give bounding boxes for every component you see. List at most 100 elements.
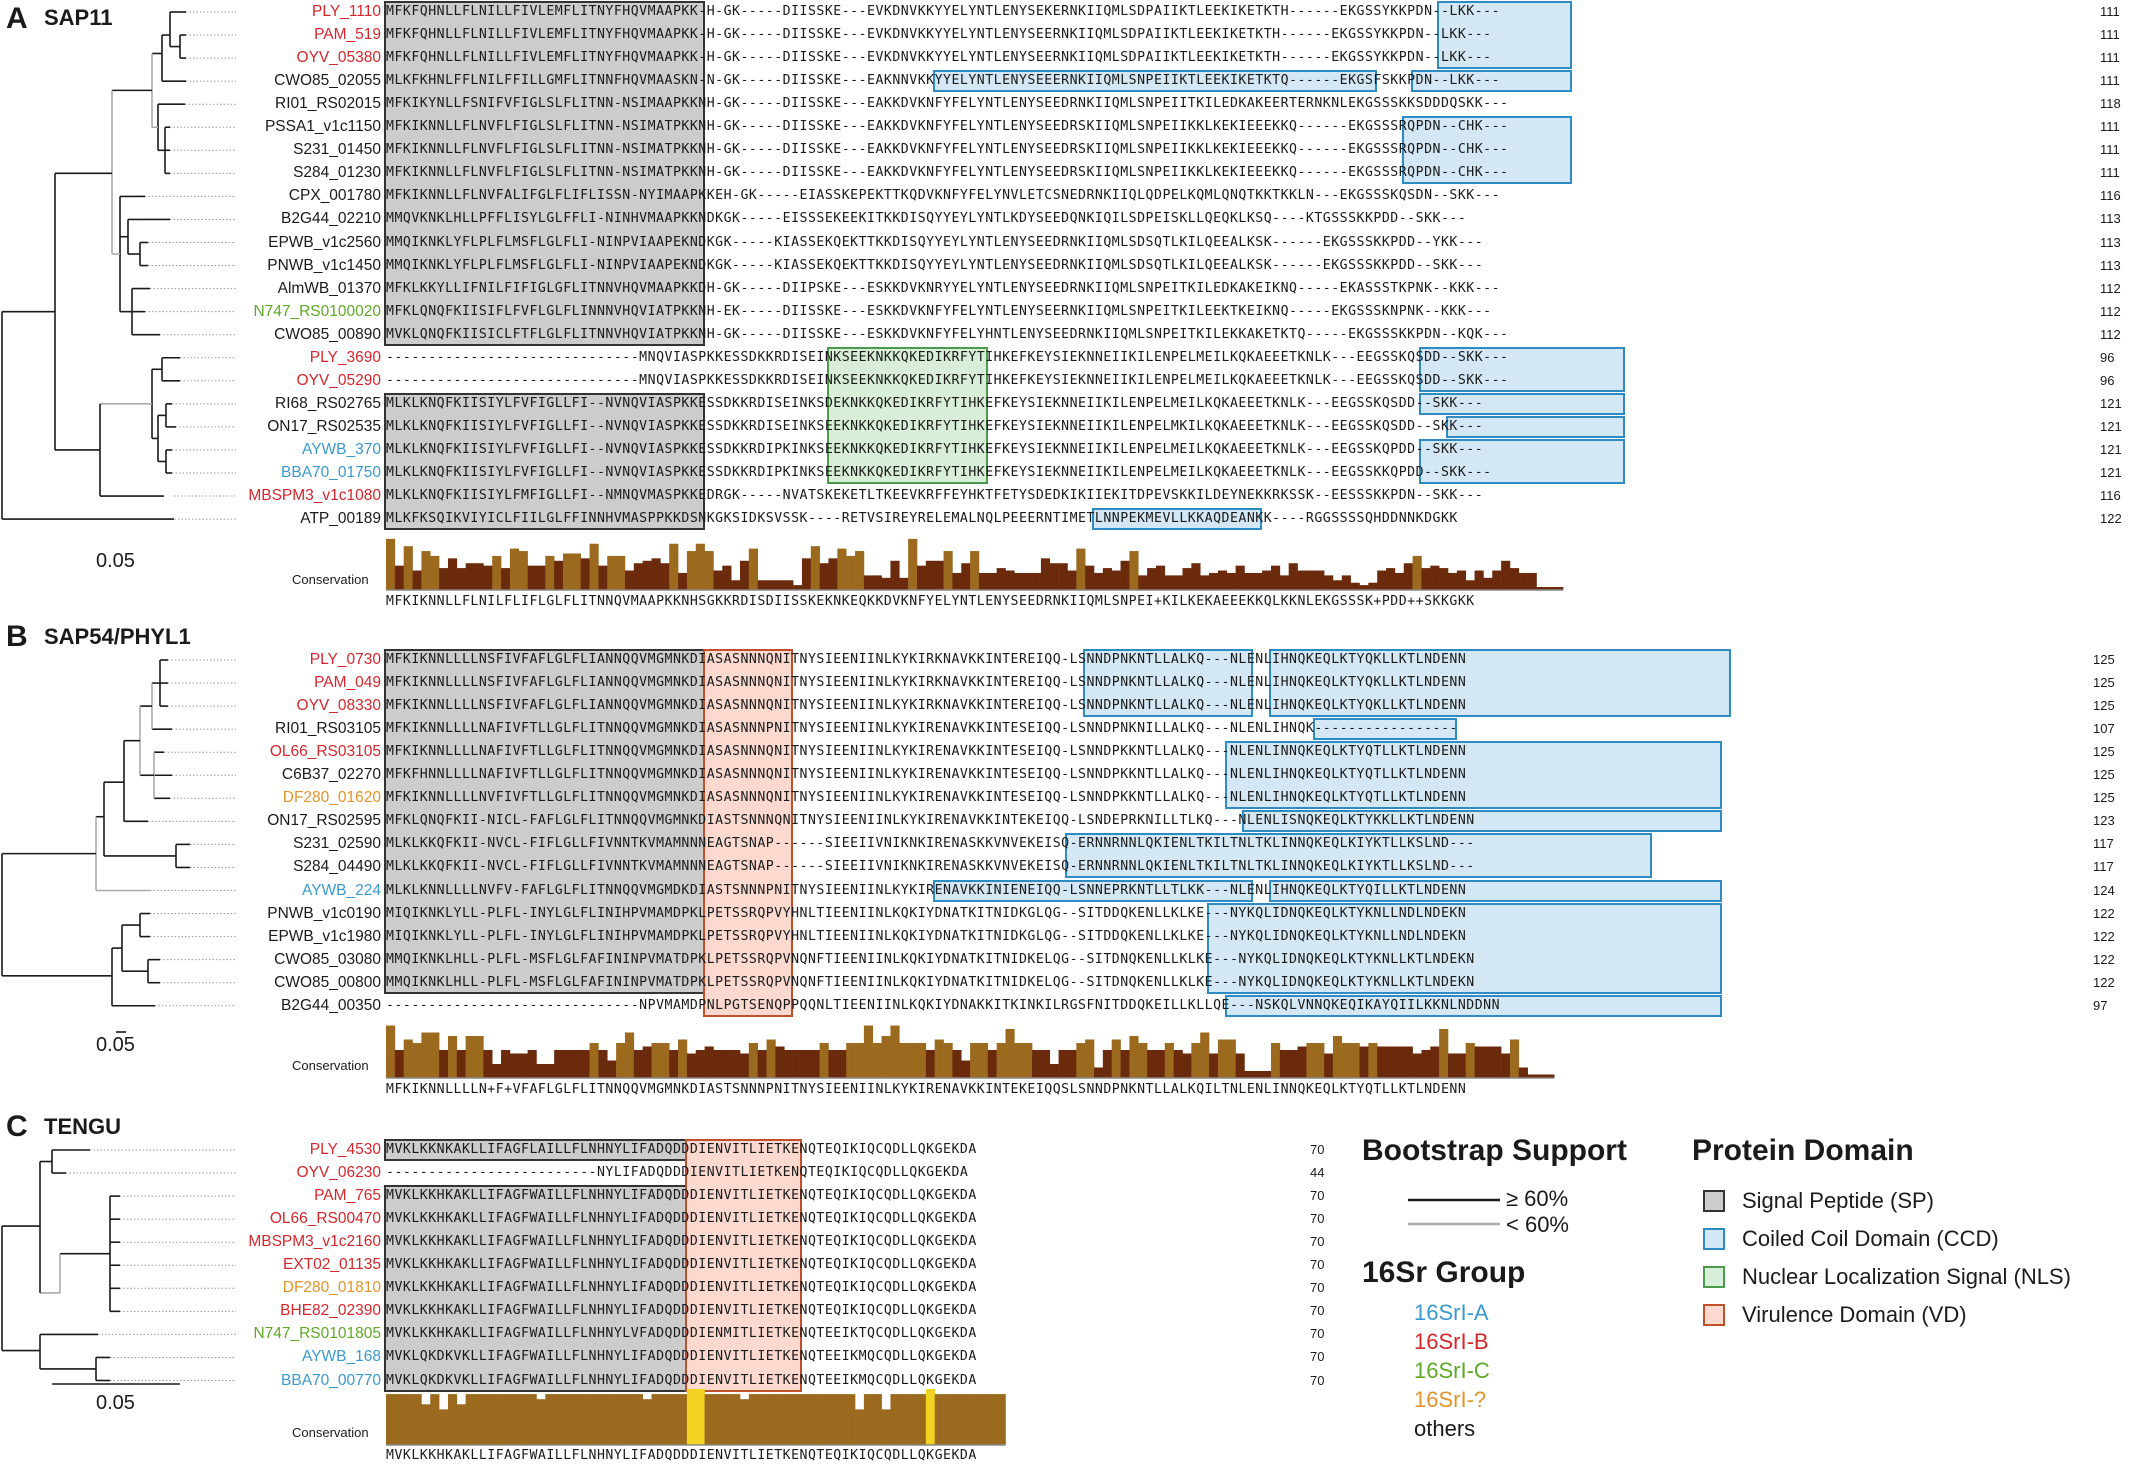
conservation-bar — [607, 1060, 617, 1078]
conservation-bar — [704, 1046, 714, 1078]
sequence-row: MFKIKNNLLLLNSFIVFAFLGLFLIANNQQVMGMNKDIAS… — [386, 698, 1467, 714]
sequence-length: 111 — [2100, 165, 2120, 181]
conservation-track-b — [386, 1025, 1555, 1079]
conservation-bar — [1456, 570, 1466, 590]
conservation-bar — [1554, 587, 1564, 590]
conservation-bar — [660, 563, 670, 590]
sequence-length: 121 — [2100, 465, 2122, 480]
conservation-bar — [1262, 570, 1272, 590]
conservation-bar — [1164, 575, 1174, 590]
conservation-bar — [1501, 560, 1511, 590]
conservation-bar — [1217, 570, 1228, 590]
conservation-bar — [970, 1043, 980, 1078]
legend-bootstrap-lines — [1408, 1198, 1500, 1226]
conservation-bar — [801, 1394, 812, 1445]
conservation-bar — [474, 1394, 484, 1445]
conservation-bar — [598, 1394, 608, 1445]
conservation-bar — [1377, 1046, 1387, 1078]
taxon-label: B2G44_02210 — [281, 210, 381, 228]
taxon-label: S284_01230 — [293, 164, 381, 182]
conservation-bar — [1465, 1043, 1475, 1078]
conservation-bar — [1173, 1050, 1183, 1078]
conservation-bar — [952, 572, 962, 590]
conservation-bar — [1094, 1067, 1104, 1078]
conservation-bar — [784, 580, 794, 590]
scale-bar-a-label: 0.05 — [96, 550, 135, 572]
conservation-bar — [394, 1050, 404, 1078]
sequence-row: MFKFHNNLLLLNAFIVFTLLGLFLITNNQQVMGMNKDIAS… — [386, 767, 1467, 783]
taxon-label: PLY_0730 — [309, 651, 381, 668]
sequence-row: MVKLKKNKAKLLIFAGFLAILLFLNHNYLIFADQDDDIEN… — [386, 1142, 977, 1157]
conservation-bar — [1359, 1046, 1369, 1078]
conservation-bar — [624, 1032, 635, 1078]
conservation-bar — [1377, 570, 1387, 590]
conservation-bar — [492, 1064, 502, 1078]
conservation-bar — [934, 560, 944, 590]
conservation-bar — [678, 1394, 688, 1445]
conservation-bar — [1076, 548, 1086, 590]
conservation-bar — [1421, 1050, 1431, 1078]
conservation-bar — [1235, 1053, 1245, 1078]
legend-swatch-nls — [1703, 1266, 1725, 1288]
conservation-bar — [855, 551, 865, 590]
ccd-domain-box — [1401, 116, 1572, 185]
sp-domain-box — [384, 1185, 687, 1392]
ccd-domain-box — [1065, 833, 1652, 879]
conservation-bar — [837, 548, 847, 590]
conservation-bar — [1102, 1050, 1112, 1078]
conservation-bar — [492, 555, 502, 590]
sequence-row: MLKLKKQFKII-NVCL-FIFLGLLFIVNNTKVMAMNNNEA… — [386, 859, 1475, 875]
taxon-label: EPWB_v1c2560 — [268, 233, 381, 251]
conservation-label-c: Conservation — [292, 1425, 369, 1440]
conservation-bar — [934, 1394, 944, 1445]
conservation-bar — [1155, 565, 1166, 590]
conservation-bar — [1253, 1071, 1263, 1078]
conservation-bar — [1439, 568, 1449, 590]
conservation-bar — [881, 1036, 891, 1078]
taxon-label: RI01_RS03105 — [275, 720, 381, 738]
sequence-length: 70 — [1310, 1280, 1325, 1296]
sequence-row: MFKFQHNLLFLNILLFIVLEMFLITNYFHQVMAAPKK-H-… — [386, 50, 1492, 66]
conservation-bar — [545, 1394, 555, 1445]
conservation-bar — [1509, 568, 1520, 590]
sequence-length: 117 — [2093, 836, 2114, 852]
sequence-row: MVKLKKHKAKLLIFAGFWAILLFLNHNYLIFADQDDDIEN… — [386, 1303, 977, 1319]
conservation-bar — [483, 1394, 493, 1445]
sequence-length: 111 — [2100, 73, 2120, 89]
conservation-bar — [421, 1032, 431, 1078]
conservation-bar — [456, 1050, 466, 1078]
conservation-bar — [908, 1043, 918, 1078]
conservation-bar — [952, 1050, 962, 1078]
conservation-bar — [793, 1394, 803, 1445]
sequence-length: 117 — [2093, 859, 2114, 875]
conservation-bar — [1350, 582, 1360, 590]
conservation-bar — [1067, 1050, 1077, 1078]
legend-bootstrap-title: Bootstrap Support — [1362, 1134, 1627, 1167]
sequence-length: 111 — [2100, 142, 2120, 158]
conservation-bar — [1040, 558, 1051, 590]
conservation-bar — [828, 558, 838, 590]
conservation-bar — [978, 1043, 989, 1078]
conservation-bar — [970, 551, 980, 590]
sequence-length: 70 — [1310, 1257, 1325, 1273]
conservation-bar — [447, 558, 458, 590]
conservation-bar — [501, 1394, 511, 1445]
conservation-bar — [1465, 580, 1475, 590]
conservation-bar — [412, 570, 422, 590]
sequence-row: MVKLKKHKAKLLIFAGFWAILLFLNHNYLIFADQDDDIEN… — [386, 1234, 977, 1250]
conservation-bar — [1120, 560, 1130, 590]
conservation-bar — [1492, 1046, 1502, 1078]
conservation-bar — [890, 1394, 900, 1445]
conservation-bar — [1032, 1050, 1042, 1078]
conservation-bar — [1324, 1053, 1334, 1078]
conservation-bar — [961, 1394, 971, 1445]
conservation-bar — [518, 551, 528, 590]
conservation-bar — [872, 575, 882, 590]
conservation-bar — [810, 1394, 820, 1445]
conservation-bar — [810, 546, 820, 590]
conservation-bar — [430, 555, 440, 590]
conservation-bar — [1129, 1036, 1139, 1078]
conservation-bar — [554, 1050, 564, 1078]
conservation-bar — [1527, 572, 1537, 590]
conservation-bar — [704, 551, 714, 590]
